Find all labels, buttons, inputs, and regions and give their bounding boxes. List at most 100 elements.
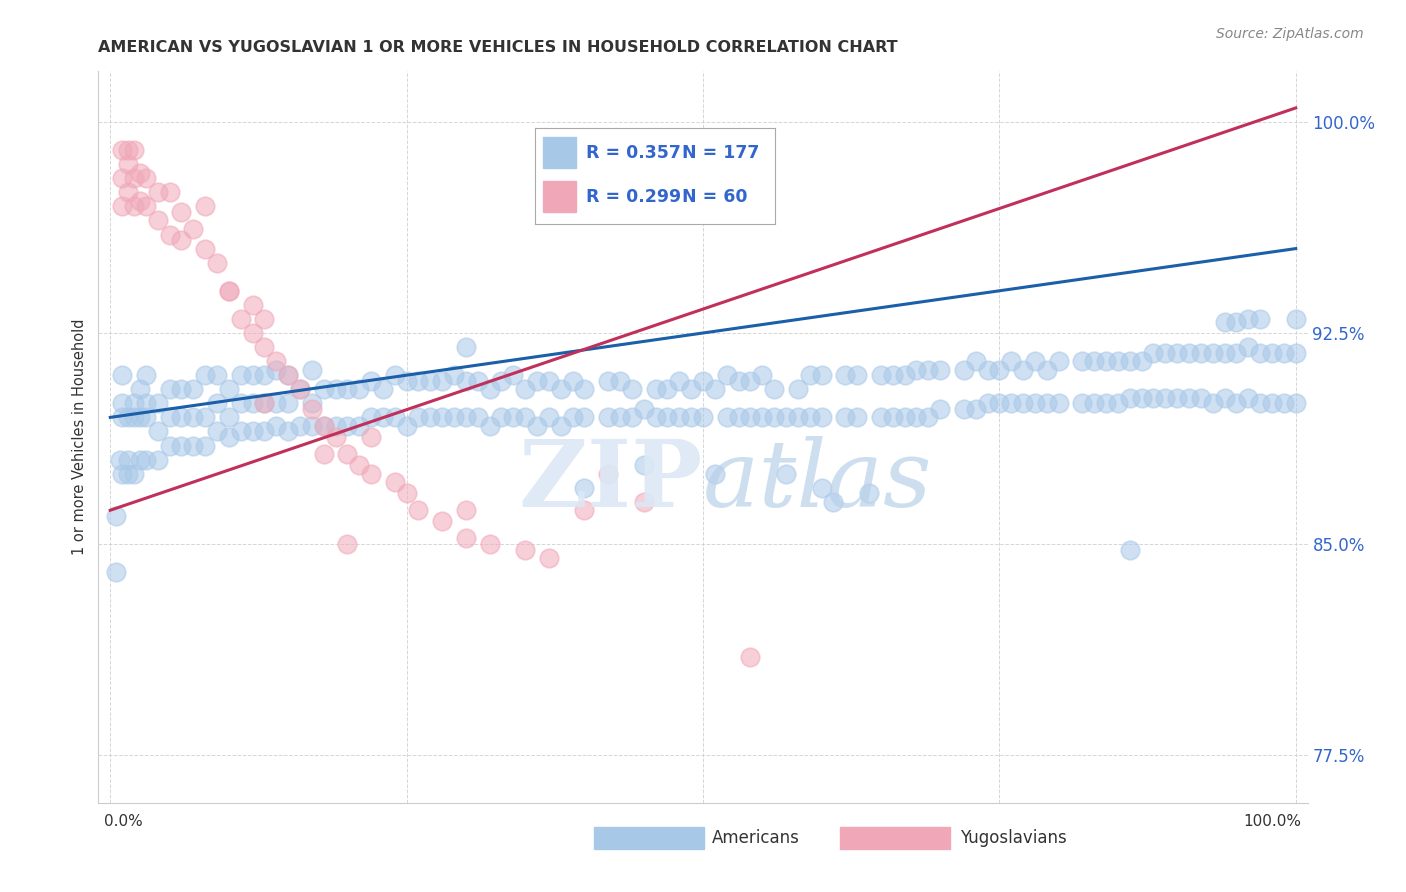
Point — [135, 368, 157, 383]
Point — [574, 481, 596, 495]
Point — [408, 410, 430, 425]
Point — [502, 368, 524, 383]
Point — [117, 410, 139, 425]
Point — [229, 368, 252, 383]
Point — [620, 382, 643, 396]
Point — [111, 199, 134, 213]
Point — [1225, 396, 1247, 410]
Point — [146, 186, 169, 200]
FancyBboxPatch shape — [543, 181, 576, 212]
Point — [301, 396, 323, 410]
Point — [834, 368, 856, 383]
Point — [336, 418, 359, 433]
Point — [194, 410, 217, 425]
Point — [443, 410, 465, 425]
Point — [561, 410, 583, 425]
Point — [1261, 396, 1284, 410]
Point — [917, 362, 939, 376]
Point — [478, 537, 501, 551]
Point — [668, 410, 690, 425]
Point — [122, 410, 145, 425]
Point — [515, 410, 537, 425]
Text: R = 0.357: R = 0.357 — [586, 144, 681, 161]
Point — [194, 368, 217, 383]
Point — [360, 467, 382, 481]
Point — [810, 368, 832, 383]
Point — [1213, 391, 1236, 405]
Point — [1119, 354, 1142, 368]
Point — [159, 410, 181, 425]
Point — [454, 374, 477, 388]
Point — [347, 458, 370, 473]
Point — [467, 374, 489, 388]
Point — [129, 166, 152, 180]
Point — [1178, 391, 1201, 405]
Point — [384, 410, 406, 425]
Point — [1285, 396, 1308, 410]
Point — [917, 410, 939, 425]
Point — [740, 374, 762, 388]
Point — [218, 382, 240, 396]
Point — [194, 242, 217, 256]
Point — [129, 410, 152, 425]
Point — [135, 452, 157, 467]
Point — [122, 199, 145, 213]
Point — [633, 495, 655, 509]
Point — [288, 382, 311, 396]
Point — [347, 418, 370, 433]
Point — [336, 447, 359, 461]
Point — [775, 467, 797, 481]
Point — [1047, 396, 1070, 410]
Point — [432, 374, 454, 388]
Text: AMERICAN VS YUGOSLAVIAN 1 OR MORE VEHICLES IN HOUSEHOLD CORRELATION CHART: AMERICAN VS YUGOSLAVIAN 1 OR MORE VEHICL… — [98, 40, 898, 55]
Point — [727, 410, 749, 425]
Point — [384, 368, 406, 383]
Point — [515, 382, 537, 396]
Point — [105, 508, 128, 523]
Point — [360, 410, 382, 425]
Point — [194, 438, 217, 452]
Point — [288, 382, 311, 396]
Point — [681, 382, 703, 396]
Point — [170, 382, 193, 396]
Point — [384, 475, 406, 489]
Point — [205, 255, 228, 269]
Point — [905, 410, 928, 425]
Point — [799, 368, 821, 383]
Point — [1095, 354, 1118, 368]
Point — [181, 222, 204, 236]
Point — [454, 410, 477, 425]
Point — [229, 425, 252, 439]
Point — [502, 410, 524, 425]
Point — [347, 382, 370, 396]
Point — [633, 401, 655, 416]
Point — [432, 515, 454, 529]
Point — [763, 382, 786, 396]
FancyBboxPatch shape — [543, 137, 576, 168]
Point — [740, 649, 762, 664]
Point — [952, 401, 974, 416]
Point — [478, 418, 501, 433]
Point — [1083, 354, 1105, 368]
Point — [111, 467, 134, 481]
Point — [205, 396, 228, 410]
Point — [312, 418, 335, 433]
Point — [633, 458, 655, 473]
Point — [1000, 396, 1022, 410]
Point — [159, 438, 181, 452]
Point — [129, 194, 152, 208]
Point — [1036, 396, 1059, 410]
Text: N = 60: N = 60 — [682, 188, 747, 206]
Point — [159, 227, 181, 242]
Point — [242, 368, 264, 383]
Point — [786, 382, 808, 396]
Point — [574, 503, 596, 517]
Point — [253, 396, 276, 410]
Point — [181, 382, 204, 396]
Point — [810, 410, 832, 425]
Point — [1285, 345, 1308, 359]
Point — [108, 452, 131, 467]
Point — [105, 565, 128, 579]
Point — [550, 382, 572, 396]
Point — [644, 382, 666, 396]
